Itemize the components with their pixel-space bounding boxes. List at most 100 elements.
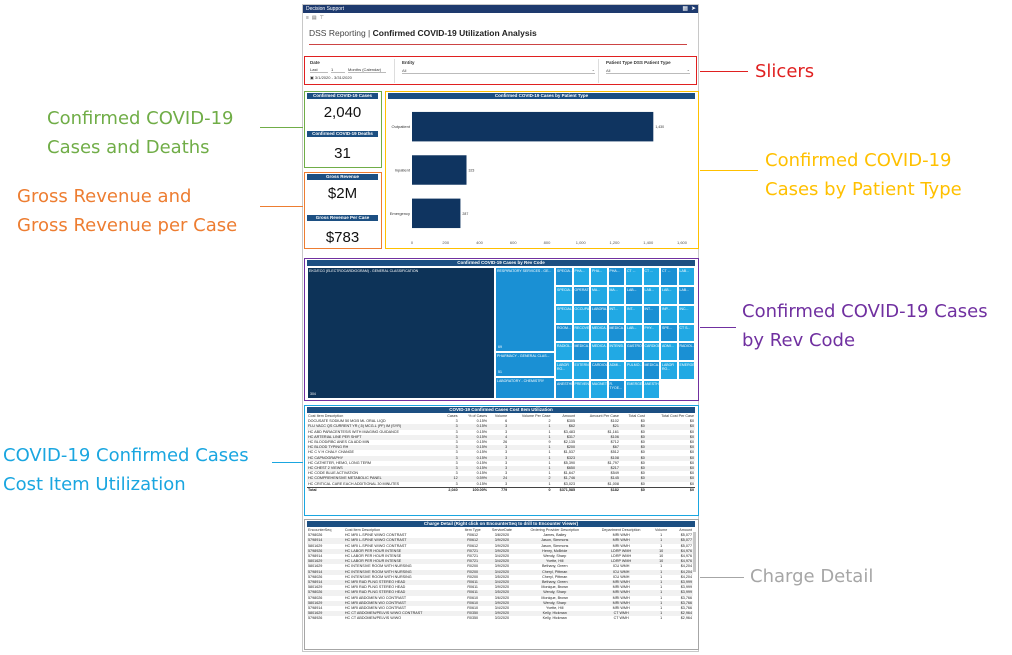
treemap-tile[interactable]: ADMI... (660, 342, 678, 362)
treemap-tile[interactable]: MA... (607, 285, 625, 305)
column-header[interactable]: Volume (494, 414, 508, 418)
bar-outpatient[interactable] (412, 111, 654, 142)
table-row[interactable]: 5801629 HC CT ABDOMEN/PELVIS W/WO CONTRAS… (307, 611, 693, 617)
grid-icon[interactable]: ▦ (682, 6, 688, 12)
treemap-tile[interactable]: PREVEN... (572, 380, 590, 399)
filter-icon[interactable]: ⊤ (319, 15, 328, 21)
treemap-tile[interactable]: MA... (590, 285, 608, 305)
chevron-down-icon[interactable]: ⌄ (686, 67, 690, 72)
treemap-tile[interactable]: CARDIOLO... (642, 342, 660, 362)
patient-type-slicer-value[interactable]: All (606, 68, 611, 73)
table-row[interactable]: DOCUSATE SODIUM 50 MG/5 ML ORAL LIQD 3 0.1… (307, 419, 695, 424)
treemap-tile[interactable]: SPECIA... (555, 267, 573, 286)
table-row[interactable]: 5798026 HC MRI RAD PLNG STEREO HEAD R0611 3… (307, 590, 693, 596)
table-row[interactable]: HC ARTERIAL LINE PER SHIFT 3 0.15% 4 1 $317 $1… (307, 434, 695, 441)
table-row[interactable]: 5798026 HC MRI ABDOMEN WO CONTRAST R0610 3/… (307, 596, 693, 601)
treemap-tile[interactable]: PULMO... (625, 361, 643, 381)
treemap-tile-ekg[interactable]: EKG/ECG (ELECTROCARDIOGRAM) - GENERAL CL… (307, 267, 495, 399)
date-unit-select[interactable]: Months (Calendar) (348, 67, 386, 73)
bar-inpatient[interactable] (412, 155, 467, 185)
treemap-tile[interactable]: PHA... (572, 267, 590, 286)
treemap-tile[interactable]: PHY... (642, 323, 660, 343)
table-row[interactable]: 5801629 HC MRI ABDOMEN WO CONTRAST R0610 3/… (307, 600, 693, 607)
treemap-tile[interactable]: CT ... (642, 267, 660, 286)
patient-type-slicer[interactable]: Patient Type DSS Patient Type All ⌄ (603, 59, 693, 83)
date-mode-select[interactable]: Last (310, 67, 328, 73)
column-header[interactable]: Amount (562, 414, 576, 418)
table-row[interactable]: 5798914 HC MRI ABDOMEN WO CONTRAST R0610 3/… (307, 606, 693, 611)
column-header[interactable]: Amount (679, 528, 692, 532)
calendar-icon[interactable]: ▣ (310, 75, 314, 80)
treemap-tile[interactable]: EMERGE... (625, 380, 643, 399)
column-header[interactable]: EncounterSeq (308, 528, 332, 532)
share-icon[interactable]: ➤ (690, 6, 696, 12)
treemap-tile[interactable]: RADIOL... (555, 342, 573, 362)
treemap-tile[interactable]: PHA... (607, 267, 625, 286)
treemap-tile[interactable]: MEDICA... (572, 342, 590, 362)
column-header[interactable]: Cost Item Description (308, 414, 344, 418)
treemap-tile[interactable]: RECOVE... (572, 323, 590, 343)
treemap-tile[interactable]: CT ... (625, 267, 643, 286)
table-row[interactable]: HC CATHETER, HEMO, LONG TERM 3 0.15% 3 1 $5,3… (307, 461, 695, 466)
treemap-tile[interactable]: SPE... (660, 323, 678, 343)
table-row[interactable]: HC COMPREHENSIVE METABOLIC PANEL 12 0.59% 2… (307, 476, 695, 482)
treemap-tile[interactable]: CARDIOLO... (590, 361, 608, 381)
column-header[interactable]: Amount Per Case (589, 414, 619, 418)
treemap-tile[interactable]: CT ... (660, 267, 678, 286)
treemap-tile[interactable]: OPERATI... (572, 285, 590, 305)
column-header[interactable]: Cost Item Description (344, 528, 381, 532)
table-row[interactable]: 5798914 HC MRI L-SPINE W/WO CONTRAST R0612… (307, 538, 693, 544)
table-row[interactable]: FLU VACC QS CURRENT YR (.5) MCG-L (PF) I… (307, 424, 695, 430)
column-header[interactable]: Cases (447, 414, 458, 418)
treemap-tile[interactable]: ROOM... (555, 323, 573, 343)
treemap-tile[interactable]: INT... (625, 304, 643, 324)
table-row[interactable]: 5801629 HC MRI RAD PLNG STEREO HEAD R0611 3… (307, 585, 693, 590)
treemap-tile[interactable]: GASTRO... (625, 342, 643, 362)
table-row[interactable]: HC CAPNOGRAPHY 3 0.15% 3 1 $323 $108 $0 $0 (307, 455, 695, 461)
table-row[interactable]: 5801629 HC MRI L-SPINE W/WO CONTRAST R0612… (307, 544, 693, 549)
column-header[interactable]: Volume Per Case (521, 414, 551, 418)
table-row[interactable]: 5798914 HC MRI RAD PLNG STEREO HEAD R0611 3… (307, 580, 693, 586)
treemap-tile[interactable]: LABORA... (590, 304, 608, 324)
treemap-tile[interactable]: INP... (660, 304, 678, 324)
treemap-tile[interactable]: LAB... (642, 285, 660, 305)
table-row[interactable]: HC C V H CHALY CHANGE 3 0.15% 3 1 $1,537 $512 $… (307, 450, 695, 455)
table-row[interactable]: 5798026 HC INTENSIVE ROOM WITH NURSING R02… (307, 575, 693, 580)
treemap-tile[interactable]: MEDICA... (590, 323, 608, 343)
treemap-tile[interactable]: LAB... (677, 285, 695, 305)
table-row[interactable]: 5801629 HC LABOR PER HOUR INTENSE R0721 3/4… (307, 559, 693, 565)
treemap-tile[interactable]: INC... (677, 304, 695, 324)
table-row[interactable]: 5798926 HC CT ABDOMEN/PELVIS W/WO R0350 3/3… (307, 616, 693, 621)
table-row[interactable]: HC CHEST 2 VIEWS 3 0.15% 3 1 $650 $217 $0 $0 (307, 466, 695, 472)
menu-icon[interactable]: ≡ (306, 15, 312, 21)
column-header[interactable]: Total Cost (628, 414, 645, 418)
table-row[interactable]: HC ABD PARACENTESIS WITH IMAGING GUIDANC… (307, 430, 695, 435)
table-row[interactable]: 5798914 HC INTENSIVE ROOM WITH NURSING R02… (307, 569, 693, 575)
column-header[interactable]: Volume (654, 528, 668, 532)
treemap-tile[interactable]: LABOR RO... (555, 361, 573, 381)
table-row[interactable]: HC BLOOD/RBC ANES CA ADD MIN 3 0.15% 26 9 $2,… (307, 440, 695, 445)
treemap-tile[interactable]: MEDICA... (590, 342, 608, 362)
treemap-tile[interactable]: INT... (642, 304, 660, 324)
treemap-tile[interactable]: ANESTHES... (555, 380, 573, 399)
date-count-input[interactable]: 1 (331, 67, 345, 73)
treemap-tile[interactable]: MAGNETI... (590, 380, 608, 399)
column-header[interactable]: Total Cost Per Case (661, 414, 694, 418)
treemap-tile-pharmacy[interactable]: PHARMACY - GENERAL CLAS... 51 (495, 352, 555, 377)
column-header[interactable]: % of Cases (468, 414, 488, 418)
treemap-tile[interactable]: ADMI... (607, 361, 625, 381)
treemap-tile[interactable]: LABOR RO... (660, 361, 678, 381)
treemap-tile[interactable]: SPECIA... (555, 285, 573, 305)
treemap-tile[interactable]: LAB... (625, 285, 643, 305)
table-row[interactable]: HC CODE BLUE ACTIVATION 3 0.15% 3 1 $1,647 $54… (307, 471, 695, 476)
treemap-tile[interactable]: PHA... (590, 267, 608, 286)
date-slicer[interactable]: Date Last 1 Months (Calendar) ▣ 3/1/2020… (307, 59, 395, 83)
chevron-down-icon[interactable]: ⌄ (591, 67, 595, 72)
treemap-tile-respiratory[interactable]: RESPIRATORY SERVICES - GE... 69 (495, 267, 555, 352)
treemap-tile[interactable]: LAB... (625, 323, 643, 343)
table-row[interactable]: 5798914 HC LABOR PER HOUR INTENSE R0721 3/4… (307, 554, 693, 559)
treemap-tile[interactable]: MEDICA... (642, 361, 660, 381)
treemap-tile[interactable]: RADIOL... (677, 342, 695, 362)
treemap-tile[interactable]: INTENSI... (607, 342, 625, 362)
treemap-tile[interactable]: INT... (607, 304, 625, 324)
